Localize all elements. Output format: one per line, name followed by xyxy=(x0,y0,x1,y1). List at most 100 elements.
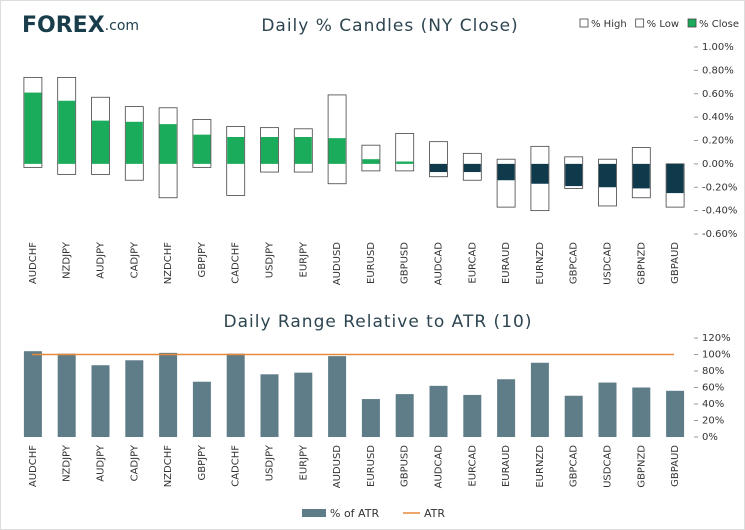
bar xyxy=(497,379,516,437)
x-tick-label: GBPNZD xyxy=(636,445,647,488)
x-tick-label: EURAUD xyxy=(501,445,512,487)
x-tick-label: GBPAUD xyxy=(670,445,681,487)
x-tick-label: AUDUSD xyxy=(332,445,343,489)
x-tick-label: USDCAD xyxy=(603,445,614,488)
x-tick-label: GBPCAD xyxy=(569,445,580,487)
bar xyxy=(91,365,110,437)
x-tick-label: EURCAD xyxy=(467,242,478,284)
x-tick-label: EURNZD xyxy=(535,445,546,488)
x-tick-label: GBPAUD xyxy=(670,242,681,284)
x-tick-label: EURNZD xyxy=(535,242,546,285)
x-tick-label: GBPNZD xyxy=(636,242,647,285)
bar xyxy=(598,382,617,437)
x-tick-label: EURAUD xyxy=(501,242,512,284)
x-tick-label: EURCAD xyxy=(467,445,478,487)
bar xyxy=(23,351,42,437)
close-bar xyxy=(632,163,650,189)
bar xyxy=(463,394,482,437)
x-tick-label: GBPCAD xyxy=(569,242,580,284)
x-tick-label: USDCAD xyxy=(603,242,614,285)
bar xyxy=(429,385,448,437)
legend-label: ATR xyxy=(424,507,445,520)
range-box xyxy=(361,144,381,172)
legend-swatch xyxy=(687,18,697,28)
bar xyxy=(294,372,313,437)
y-tick-label: 0.60% xyxy=(702,89,734,100)
y-tick-label: 60% xyxy=(702,383,724,394)
close-bar xyxy=(463,163,481,173)
bar xyxy=(530,362,549,437)
close-bar xyxy=(58,100,76,164)
x-tick-label: USDJPY xyxy=(265,444,276,481)
bar xyxy=(192,381,211,437)
x-tick-label: CADCHF xyxy=(231,242,242,284)
x-tick-label: AUDJPY xyxy=(96,241,107,279)
close-bar xyxy=(430,163,447,173)
x-tick-label: EURJPY xyxy=(298,444,309,480)
close-bar xyxy=(362,159,380,164)
legend-label: % Close xyxy=(699,19,739,30)
close-bar xyxy=(92,120,109,164)
close-bar xyxy=(328,138,346,164)
bar xyxy=(632,387,651,437)
y-tick-label: 100% xyxy=(702,350,731,361)
y-tick-label: 0.40% xyxy=(702,112,734,123)
close-bar xyxy=(497,163,515,181)
bar xyxy=(226,353,245,437)
logo: FOREX.com xyxy=(22,13,139,38)
x-tick-label: GBPJPY xyxy=(197,241,208,277)
x-tick-label: AUDCHF xyxy=(28,242,39,284)
x-tick-label: USDJPY xyxy=(265,241,276,278)
close-bar xyxy=(666,163,684,194)
x-tick-label: AUDUSD xyxy=(332,242,343,286)
close-bar xyxy=(261,136,278,164)
y-tick-label: 0% xyxy=(702,432,718,443)
bar xyxy=(395,394,414,437)
x-tick-label: NZDCHF xyxy=(163,242,174,285)
close-bar xyxy=(599,163,616,188)
chart-title: Daily % Candles (NY Close) xyxy=(261,16,518,36)
x-tick-label: EURUSD xyxy=(366,242,377,284)
close-bar xyxy=(193,134,211,164)
x-tick-label: GBPJPY xyxy=(197,444,208,480)
x-tick-label: CADJPY xyxy=(129,444,140,481)
y-tick-label: 20% xyxy=(702,416,724,427)
x-tick-label: AUDJPY xyxy=(96,444,107,482)
bar xyxy=(159,352,178,437)
x-tick-label: CADJPY xyxy=(129,241,140,278)
x-tick-label: NZDJPY xyxy=(62,241,73,279)
y-tick-label: 0.20% xyxy=(702,136,734,147)
logo-name: FOREX xyxy=(22,13,105,38)
close-bar xyxy=(125,121,143,164)
bar xyxy=(328,356,347,437)
y-tick-label: 0.00% xyxy=(702,159,734,170)
close-bar xyxy=(565,163,583,187)
close-bar xyxy=(24,92,42,164)
bar xyxy=(57,353,76,437)
x-tick-label: AUDCHF xyxy=(28,445,39,487)
chart-title: Daily Range Relative to ATR (10) xyxy=(224,312,533,332)
x-tick-label: EURJPY xyxy=(298,241,309,277)
x-tick-label: AUDCAD xyxy=(434,445,445,489)
close-bar xyxy=(294,136,312,164)
close-bar xyxy=(159,124,177,164)
y-tick-label: 40% xyxy=(702,399,724,410)
close-bar xyxy=(531,163,549,184)
legend-swatch xyxy=(302,509,326,517)
bar xyxy=(564,395,583,437)
x-tick-label: AUDCAD xyxy=(434,242,445,286)
y-tick-label: 120% xyxy=(702,333,731,344)
x-tick-label: NZDJPY xyxy=(62,444,73,482)
bar xyxy=(125,360,144,437)
x-tick-label: GBPUSD xyxy=(400,445,411,487)
y-tick-label: -0.40% xyxy=(702,206,737,217)
legend-label: % High xyxy=(591,19,627,30)
bar xyxy=(260,374,279,437)
x-tick-label: NZDCHF xyxy=(163,445,174,488)
logo-suffix: .com xyxy=(105,18,139,34)
legend-swatch xyxy=(579,18,589,28)
bar xyxy=(666,390,685,437)
bar xyxy=(361,399,380,437)
x-tick-label: CADCHF xyxy=(231,445,242,487)
